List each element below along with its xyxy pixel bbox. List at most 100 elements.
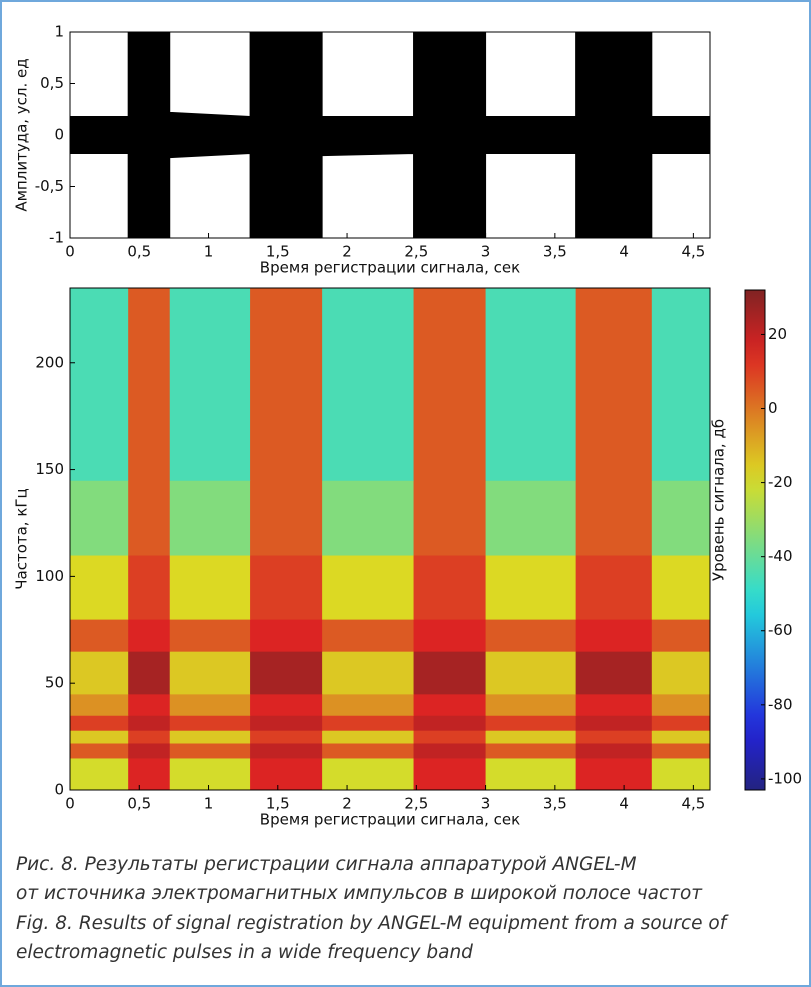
caption-line: Fig. 8. Results of signal registration b… (16, 913, 729, 934)
heat-cell (575, 757, 653, 791)
x-axis-label: Время регистрации сигнала, сек (260, 811, 520, 829)
heat-cell (651, 743, 711, 759)
heat-cell (322, 730, 415, 744)
heat-cell (128, 730, 171, 744)
heat-cell (70, 619, 129, 652)
heat-cell (575, 715, 653, 731)
heat-cell (322, 619, 415, 652)
heat-cell (70, 730, 129, 744)
y-axis-label: Частота, кГц (13, 488, 31, 590)
y-tick-label: 1 (54, 23, 64, 41)
heat-cell (575, 743, 653, 759)
heat-cell (128, 555, 171, 620)
heat-cell (485, 480, 577, 556)
x-tick-label: 0,5 (127, 795, 151, 813)
x-tick-label: 1,5 (266, 795, 290, 813)
x-tick-label: 0 (65, 243, 75, 261)
heat-cell (128, 715, 171, 731)
heat-cell (485, 651, 577, 695)
caption-line: от источника электромагнитных импульсов … (16, 883, 703, 904)
x-tick-label: 3 (481, 795, 491, 813)
colorbar-tick-label: 20 (768, 325, 787, 343)
heat-cell (575, 288, 653, 481)
x-tick-label: 1 (204, 795, 214, 813)
colorbar-tick-label: -80 (768, 695, 793, 713)
heat-cell (128, 288, 171, 481)
heat-cell (575, 619, 653, 652)
heat-cell (485, 288, 577, 481)
heat-cell (70, 651, 129, 695)
heat-cell (128, 743, 171, 759)
heat-cell (322, 555, 415, 620)
x-tick-label: 4 (619, 243, 629, 261)
heat-cell (250, 743, 323, 759)
heat-cell (485, 619, 577, 652)
heat-cell (169, 480, 251, 556)
x-tick-label: 2,5 (404, 243, 428, 261)
plot-frame (69, 287, 711, 791)
heat-cell (70, 715, 129, 731)
heat-cell (128, 757, 171, 791)
heat-cell (128, 693, 171, 716)
heat-cell (169, 619, 251, 652)
heat-cell (128, 619, 171, 652)
x-tick-label: 3,5 (543, 795, 567, 813)
y-tick-label: 0 (54, 781, 64, 799)
heat-cell (322, 743, 415, 759)
heat-cell (250, 288, 323, 481)
heat-cell (575, 480, 653, 556)
heat-cell (485, 757, 577, 791)
heat-cell (413, 743, 487, 759)
heat-cell (128, 651, 171, 695)
heat-cell (322, 757, 415, 791)
heat-cell (169, 715, 251, 731)
colorbar-tick-label: 0 (768, 399, 778, 417)
x-axis-label: Время регистрации сигнала, сек (260, 259, 520, 277)
heat-cell (70, 743, 129, 759)
x-tick-label: 1 (204, 243, 214, 261)
heat-cell (250, 715, 323, 731)
heat-cell (322, 693, 415, 716)
heat-cell (575, 555, 653, 620)
y-tick-label: 100 (35, 567, 64, 585)
y-tick-label: -0,5 (35, 177, 64, 195)
heat-cell (322, 715, 415, 731)
heat-cell (485, 743, 577, 759)
heat-cell (70, 555, 129, 620)
heat-cell (70, 757, 129, 791)
heat-cell (413, 693, 487, 716)
heat-cell (575, 730, 653, 744)
y-tick-label: 0,5 (40, 74, 64, 92)
heat-cell (413, 757, 487, 791)
x-tick-label: 4,5 (681, 243, 705, 261)
heat-cell (413, 480, 487, 556)
caption-line: electromagnetic pulses in a wide frequen… (16, 942, 473, 963)
heat-cell (250, 651, 323, 695)
y-axis-label: Амплитуда, усл. ед (13, 58, 31, 211)
heat-cell (485, 693, 577, 716)
x-tick-label: 4 (619, 795, 629, 813)
heat-cell (651, 619, 711, 652)
x-tick-label: 3,5 (543, 243, 567, 261)
heat-cell (413, 730, 487, 744)
y-tick-label: 0 (54, 126, 64, 144)
heat-cell (413, 619, 487, 652)
heat-cell (70, 480, 129, 556)
colorbar-label: Уровень сигнала, дб (710, 419, 728, 581)
heat-cell (485, 555, 577, 620)
heat-cell (651, 651, 711, 695)
x-tick-label: 2 (342, 795, 352, 813)
heat-cell (250, 480, 323, 556)
heat-cell (250, 693, 323, 716)
x-tick-label: 0 (65, 795, 75, 813)
caption-line: Рис. 8. Результаты регистрации сигнала а… (16, 854, 637, 875)
heat-cell (651, 715, 711, 731)
x-tick-label: 3 (481, 243, 491, 261)
heat-cell (70, 693, 129, 716)
heat-cell (169, 743, 251, 759)
heat-cell (169, 288, 251, 481)
heat-cell (651, 693, 711, 716)
heat-cell (250, 730, 323, 744)
